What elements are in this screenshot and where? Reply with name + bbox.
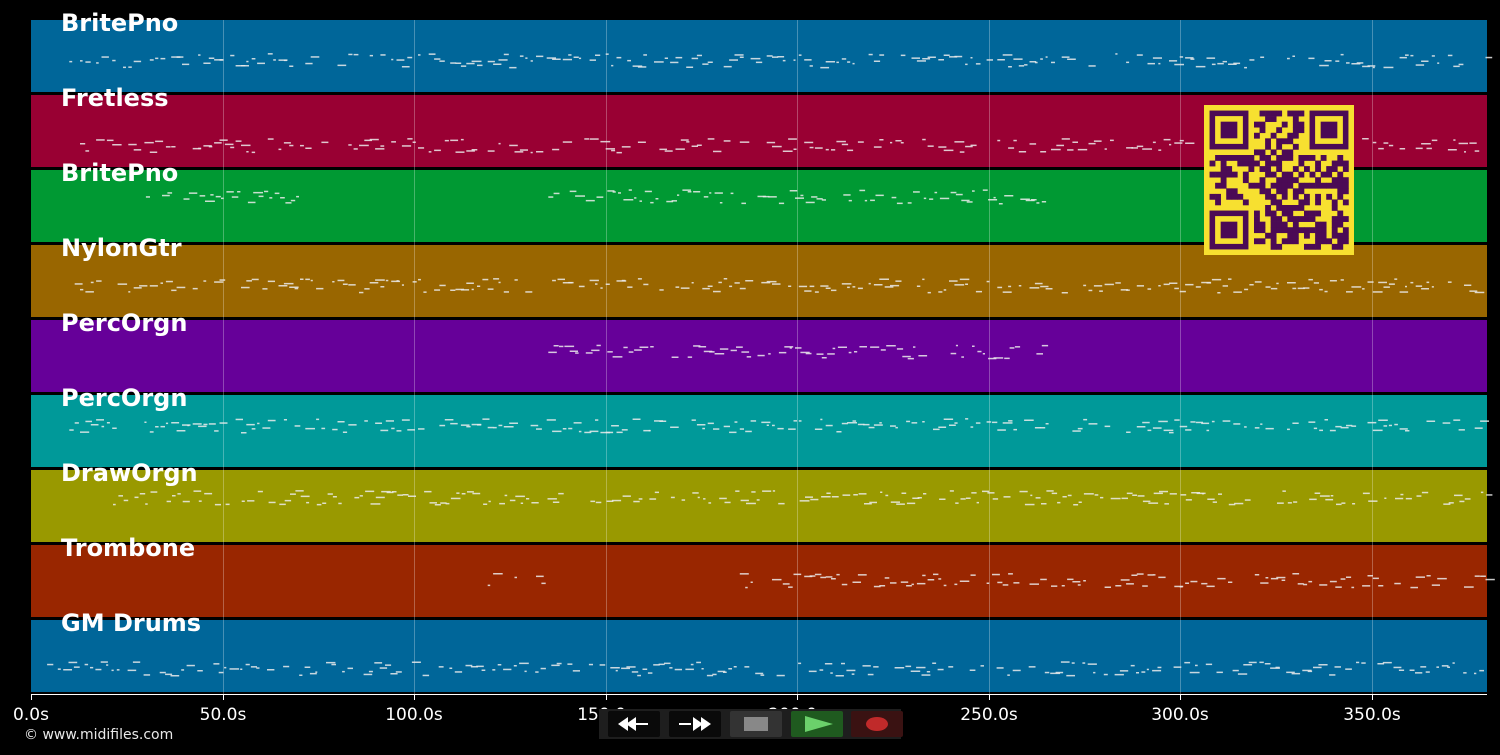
track-label: NylonGtr	[61, 234, 182, 262]
track-label: Fretless	[61, 84, 169, 112]
record-icon	[866, 717, 888, 731]
grid-line	[606, 20, 607, 694]
track-label: BritePno	[61, 159, 179, 187]
track-label: DrawOrgn	[61, 459, 198, 487]
axis-tick	[606, 694, 607, 700]
axis-tick	[797, 694, 798, 700]
grid-line	[1372, 20, 1373, 694]
fast-forward-button[interactable]	[669, 711, 721, 737]
track-lane	[31, 545, 1487, 617]
axis-line	[31, 694, 1487, 695]
track-lane	[31, 20, 1487, 92]
transport-controls	[599, 709, 903, 739]
track-label: GM Drums	[61, 609, 202, 637]
track-notes	[69, 53, 1493, 69]
grid-line	[797, 20, 798, 694]
axis-tick	[1372, 694, 1373, 700]
track-notes	[145, 189, 1047, 205]
rewind-icon	[618, 717, 648, 731]
stop-button[interactable]	[730, 711, 782, 737]
axis-tick-label: 250.0s	[960, 705, 1018, 725]
grid-line	[223, 20, 224, 694]
fast-forward-icon	[679, 717, 711, 731]
rewind-button[interactable]	[608, 711, 660, 737]
axis-tick-label: 300.0s	[1151, 705, 1209, 725]
record-button[interactable]	[851, 711, 903, 737]
grid-line	[989, 20, 990, 694]
play-button[interactable]	[791, 711, 843, 737]
track-label: PercOrgn	[61, 309, 188, 337]
axis-tick	[414, 694, 415, 700]
axis-tick	[1180, 694, 1181, 700]
track-lane	[31, 395, 1487, 467]
copyright-text: © www.midifiles.com	[24, 727, 174, 743]
track-notes	[80, 138, 1480, 154]
track-notes	[69, 418, 1489, 434]
grid-line	[414, 20, 415, 694]
qr-code	[1204, 105, 1354, 255]
track-lane	[31, 620, 1487, 692]
track-label: PercOrgn	[61, 384, 188, 412]
track-notes	[47, 661, 1484, 677]
track-lane	[31, 470, 1487, 542]
grid-line	[1180, 20, 1181, 694]
track-notes	[487, 573, 1495, 589]
axis-tick-label: 50.0s	[199, 705, 247, 725]
track-notes	[548, 344, 1049, 360]
axis-tick	[223, 694, 224, 700]
track-notes	[74, 278, 1485, 294]
track-notes	[113, 490, 1493, 506]
axis-tick	[31, 694, 32, 700]
stop-icon	[744, 717, 768, 731]
axis-tick	[989, 694, 990, 700]
play-icon	[805, 716, 833, 732]
axis-tick-label: 350.0s	[1343, 705, 1401, 725]
track-label: Trombone	[61, 534, 196, 562]
axis-tick-label: 0.0s	[13, 705, 49, 725]
track-label: BritePno	[61, 9, 179, 37]
axis-tick-label: 100.0s	[385, 705, 443, 725]
